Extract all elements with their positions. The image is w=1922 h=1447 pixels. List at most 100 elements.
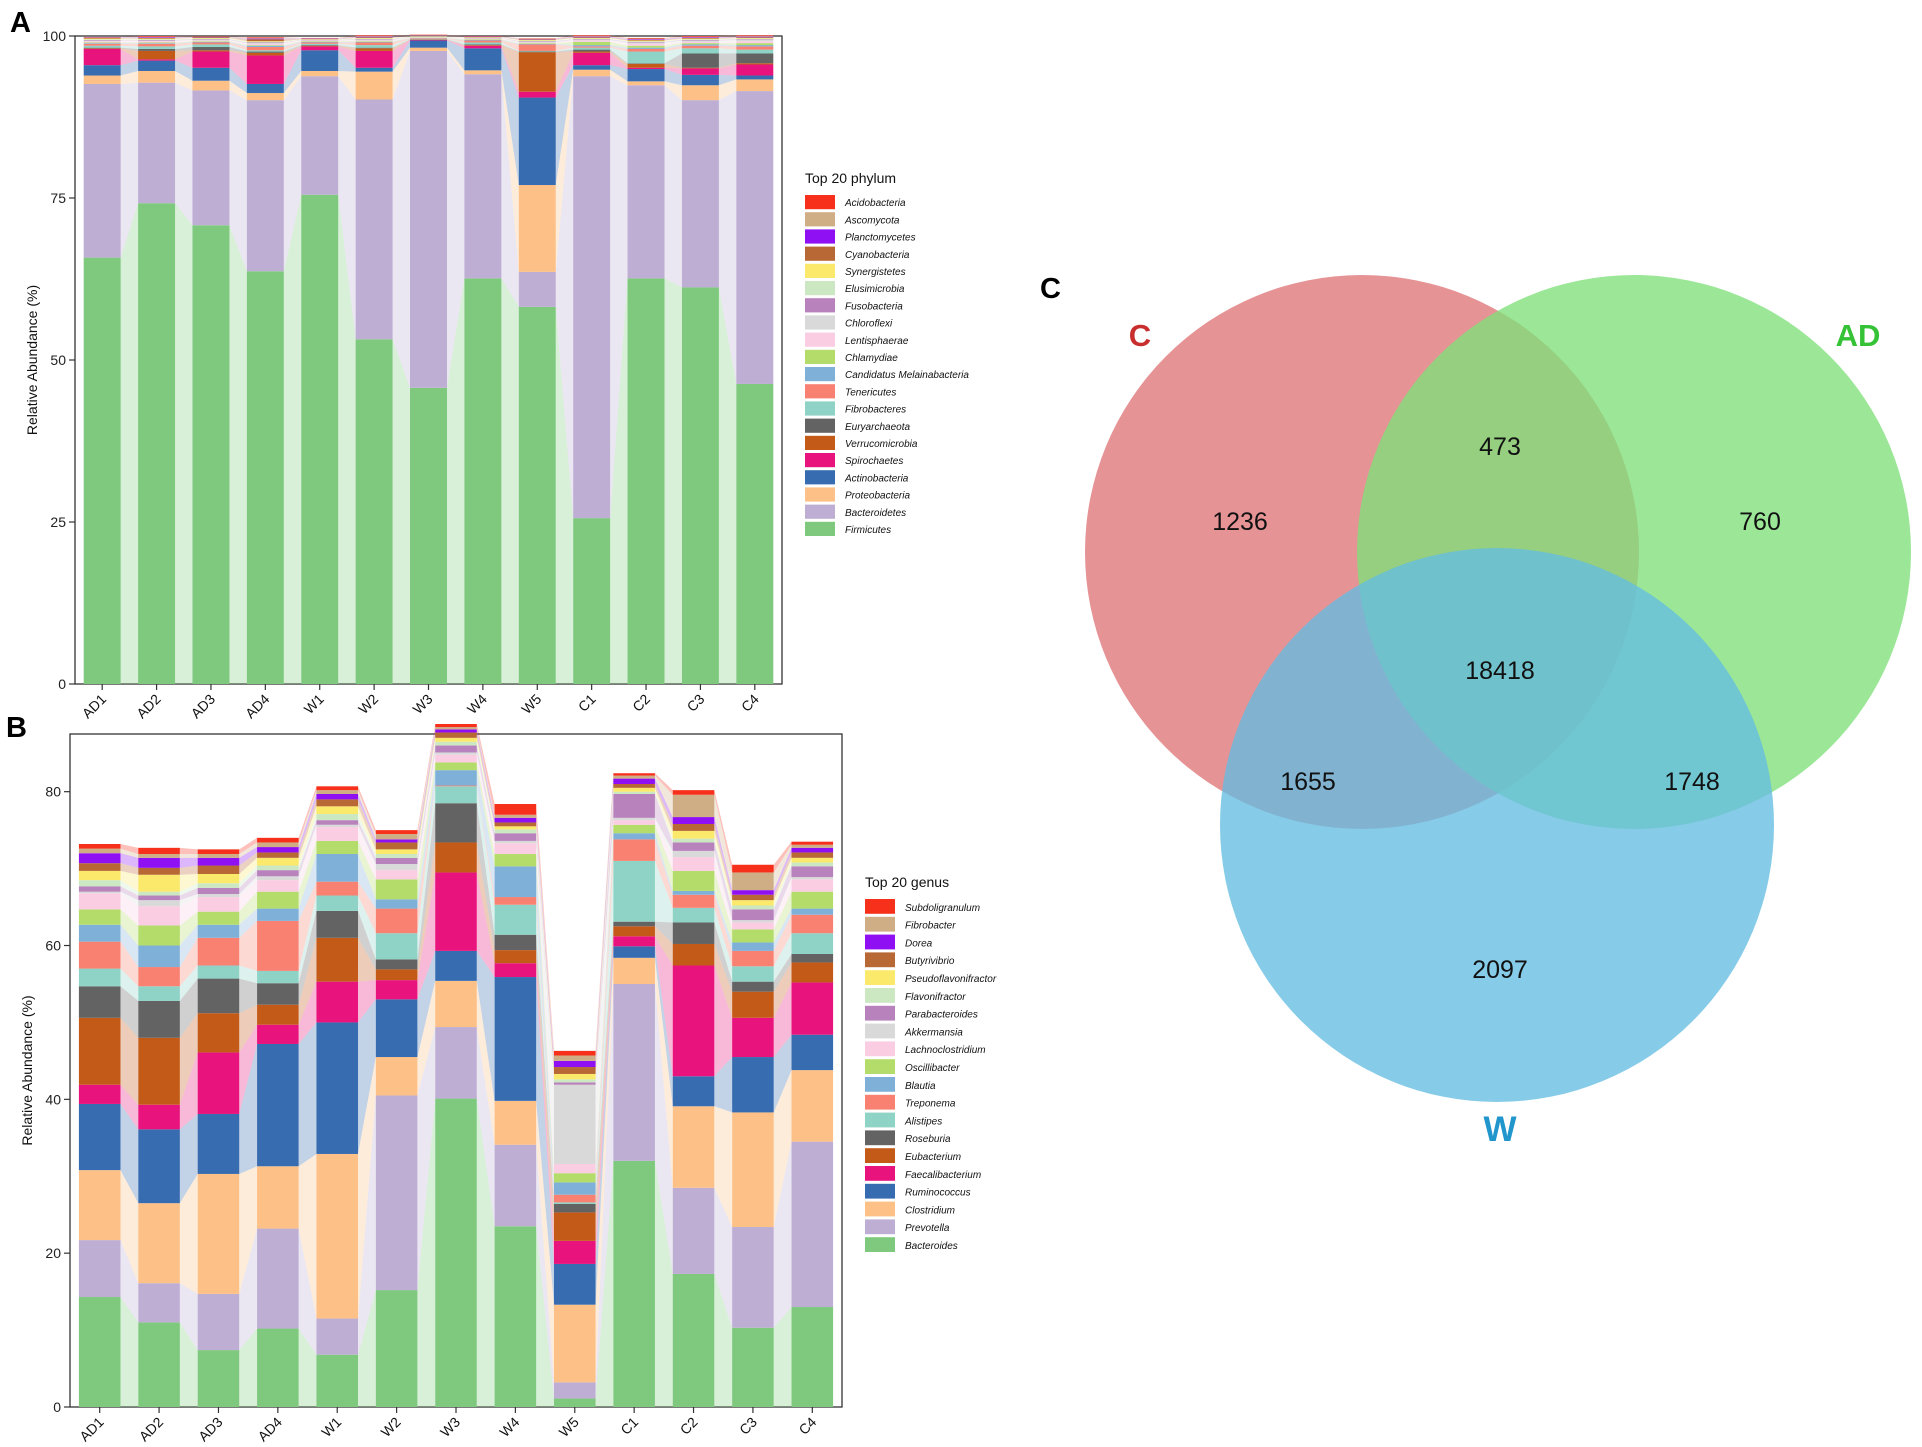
flow-subdoligranulum (476, 724, 495, 815)
bar-segment-proteobacteria-w3 (410, 47, 447, 51)
y-tick-label: 60 (45, 938, 61, 954)
flow-fibrobacteres (229, 44, 247, 52)
flow-flavonifractor (536, 829, 554, 1083)
bar-segment-treponema-c4 (791, 914, 834, 934)
bar-segment-ruminococcus-c1 (613, 946, 655, 958)
flow-cyanobacteria (392, 35, 411, 38)
flow-akkermansia (773, 877, 792, 923)
flow-bacteroides (298, 1328, 317, 1407)
bar-segment-lachnoclostridium-ad2 (138, 906, 180, 926)
bar-segment-synergistetes-ad4 (246, 41, 284, 42)
flow-butyrivibrio (417, 732, 436, 850)
flow-fibrobacteres (392, 38, 411, 48)
flow-prevotella (239, 1228, 258, 1351)
flow-oscillibacter (179, 911, 198, 946)
legend-label-faecalibacterium: Faecalibacterium (905, 1170, 981, 1181)
bar-segment-actinobacteria-ad3 (192, 67, 230, 81)
bar-segment-fibrobacteres-ad3 (192, 44, 230, 48)
flow-dorea (298, 793, 317, 853)
bar-segment-lachnoclostridium-c4 (791, 879, 834, 892)
flow-proteobacteria (175, 70, 193, 91)
bar-segment-clostridium-ad3 (197, 1173, 240, 1294)
flow-roseburia (595, 921, 614, 1213)
bar-segment-subdoligranulum-c2 (672, 790, 715, 795)
bar-segment-actinobacteria-c1 (573, 65, 611, 70)
flow-firmicutes (718, 287, 737, 684)
flow-dorea (358, 793, 376, 843)
flow-verrucomicrobia (283, 45, 302, 56)
bar-segment-fibrobacter-c3 (732, 872, 774, 891)
flow-acidobacteria (120, 36, 139, 38)
flow-subdoligranulum (298, 786, 317, 843)
bar-segment-blautia-c4 (791, 908, 834, 915)
flow-firmicutes (120, 203, 139, 684)
flow-lachnoclostridium (358, 827, 376, 880)
bar-segment-verrucomicrobia-w4 (464, 45, 502, 46)
flow-synergistetes (718, 37, 737, 40)
bar-segment-firmicutes-c4 (736, 383, 774, 684)
bar-segment-fibrobacter-w4 (494, 814, 537, 818)
bar-segment-butyrivibrio-c2 (672, 823, 715, 831)
bar-segment-euryarchaeota-c2 (627, 63, 665, 64)
bar-segment-acidobacteria-c4 (736, 35, 774, 36)
bar-segment-treponema-c1 (613, 839, 655, 861)
bar-segment-verrucomicrobia-c4 (736, 63, 774, 65)
bar-segment-tenericutes-ad1 (83, 43, 121, 46)
bar-segment-chloroflexi-w5 (518, 41, 556, 43)
bar-segment-dorea-ad2 (138, 857, 180, 868)
flow-euryarchaeota (718, 53, 737, 68)
bar-segment-firmicutes-w4 (464, 278, 502, 684)
flow-treponema (476, 785, 495, 905)
flow-butyrivibrio (773, 852, 792, 901)
bar-segment-elusimicrobia-c3 (681, 39, 719, 40)
flow-blautia (476, 770, 495, 898)
bar-segment-lachnoclostridium-ad1 (78, 893, 121, 910)
flow-flavonifractor (773, 862, 792, 910)
flow-clostridium (595, 957, 614, 1383)
flow-faecalibacterium (179, 1052, 198, 1130)
flow-lachnoclostridium (179, 897, 198, 926)
bar-segment-actinobacteria-w3 (410, 40, 447, 48)
bar-segment-eubacterium-w1 (316, 937, 359, 982)
flow-synergistetes (446, 36, 465, 38)
flow-parabacteroides (417, 745, 436, 864)
flow-actinobacteria (718, 74, 737, 86)
bar-segment-planctomycetes-ad2 (138, 37, 176, 38)
y-tick-label: 40 (45, 1091, 61, 1107)
flow-alistipes (239, 965, 258, 984)
flow-synergistetes (555, 37, 574, 41)
legend-label-fusobacteria: Fusobacteria (845, 301, 903, 312)
flow-euryarchaeota (120, 47, 139, 51)
bar-segment-faecalibacterium-ad4 (257, 1024, 299, 1044)
bar-segment-chlamydiae-c4 (736, 43, 774, 46)
bar-segment-synergistetes-w2 (355, 37, 393, 39)
flow-acidobacteria (283, 37, 302, 39)
bar-segment-fibrobacteres-w2 (355, 45, 393, 48)
flow-candidatus-melainabacteria (283, 41, 302, 48)
flow-lentisphaerae (718, 41, 737, 44)
bar-segment-faecalibacterium-w3 (435, 872, 477, 951)
bar-segment-synergistetes-ad1 (83, 38, 121, 40)
bar-segment-verrucomicrobia-w5 (518, 52, 556, 92)
bar-segment-akkermansia-c2 (672, 850, 715, 858)
bar-segment-treponema-w1 (316, 881, 359, 896)
bar-segment-lachnoclostridium-ad4 (257, 880, 299, 892)
bar-segment-akkermansia-w1 (316, 824, 359, 828)
flow-oscillibacter (773, 891, 792, 943)
bar-segment-ruminococcus-w1 (316, 1022, 359, 1154)
flow-eubacterium (239, 1004, 258, 1053)
x-tick-label-w4: W4 (464, 691, 490, 717)
flow-elusimicrobia (175, 38, 193, 40)
bar-segment-clostridium-w1 (316, 1153, 359, 1319)
bar-segment-faecalibacterium-c1 (613, 936, 655, 947)
flow-bacteroidetes (338, 76, 356, 340)
bar-segment-bacteroides-c3 (732, 1327, 774, 1407)
bar-segment-dorea-w5 (553, 1060, 596, 1068)
flow-ascomycota (664, 36, 682, 40)
flow-acidobacteria (175, 36, 193, 37)
bar-segment-cyanobacteria-ad2 (138, 37, 176, 39)
flow-firmicutes (229, 225, 247, 684)
bar-segment-akkermansia-w2 (375, 863, 418, 871)
bar-segment-dorea-w2 (375, 839, 418, 843)
flow-parabacteroides (179, 887, 198, 901)
